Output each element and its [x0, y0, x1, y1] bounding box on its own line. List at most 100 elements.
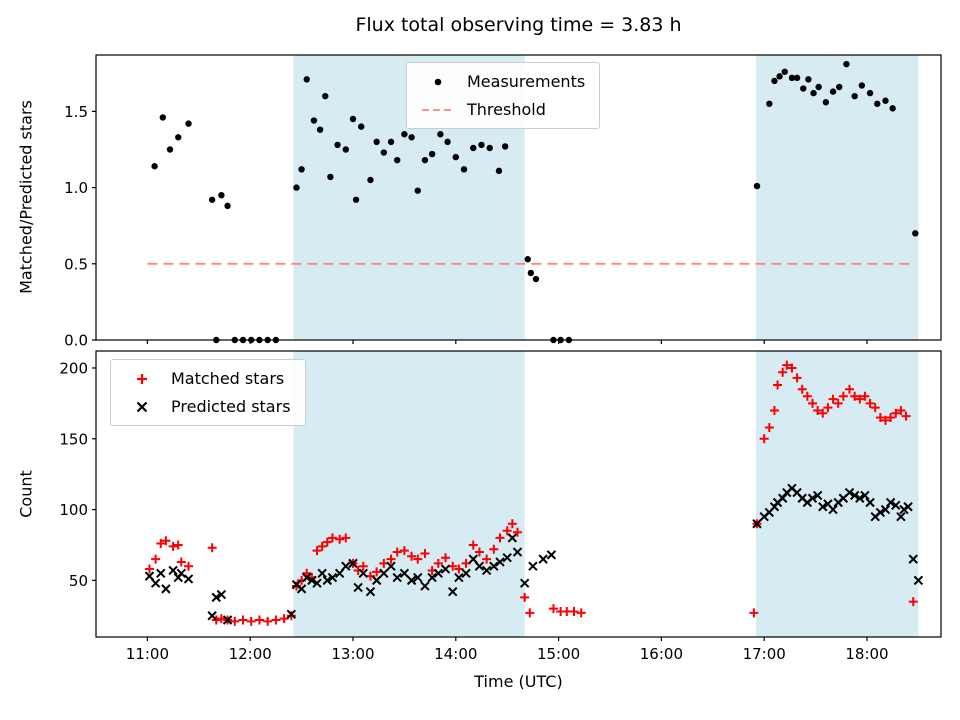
x-tick-label: 13:00 [331, 645, 374, 663]
data-point [764, 422, 774, 432]
data-point [263, 616, 273, 626]
data-point [387, 138, 395, 146]
data-point [766, 100, 773, 107]
data-point [860, 391, 870, 401]
data-point [392, 547, 402, 557]
data-point [156, 568, 166, 578]
data-point [279, 614, 289, 624]
data-point [519, 578, 530, 588]
data-point [818, 502, 828, 512]
data-point [433, 568, 444, 578]
data-point [802, 391, 812, 401]
data-point [808, 398, 818, 408]
data-point [886, 413, 896, 423]
data-point [224, 202, 231, 210]
top-legend: Measurements Threshold [406, 62, 601, 129]
data-point [903, 502, 913, 512]
bottom-legend: Matched stars Predicted stars [110, 359, 306, 426]
data-point [185, 120, 192, 127]
data-point [454, 572, 464, 583]
data-point [151, 163, 158, 170]
data-point [891, 408, 901, 418]
data-point [525, 608, 535, 618]
data-point [218, 192, 225, 199]
data-point [833, 398, 843, 408]
legend-label-measurements: Measurements [467, 72, 586, 91]
data-point [749, 608, 759, 618]
series-predicted-stars [144, 483, 924, 625]
data-point [528, 561, 538, 571]
data-point [183, 574, 194, 584]
data-point [342, 146, 349, 153]
y-tick-label: 50 [69, 572, 88, 590]
data-point [913, 575, 924, 586]
bottom-y-axis-label: Count [16, 470, 36, 518]
data-point [406, 575, 417, 586]
data-point [437, 131, 444, 138]
legend-label-matched-stars: Matched stars [171, 369, 285, 388]
x-tick-label: 14:00 [434, 645, 477, 663]
data-point [495, 167, 503, 175]
data-point [427, 572, 437, 583]
data-point [144, 564, 154, 574]
dot-marker-icon [434, 78, 442, 85]
data-point [386, 561, 396, 571]
data-point [524, 256, 531, 263]
data-point [310, 117, 318, 124]
data-point [482, 554, 492, 564]
data-point [866, 89, 874, 97]
x-axis-label: Time (UTC) [474, 672, 563, 691]
data-point [797, 384, 807, 394]
data-point [815, 83, 822, 91]
data-point [486, 144, 493, 152]
data-point [175, 134, 182, 141]
data-point [874, 100, 881, 107]
data-point [168, 565, 178, 576]
y-tick-label: 100 [59, 501, 88, 519]
data-point [850, 391, 860, 401]
data-point [759, 434, 769, 444]
axes-frame [95, 54, 942, 341]
data-point [176, 557, 186, 567]
data-point [818, 408, 828, 418]
data-point [254, 615, 264, 625]
data-point [805, 76, 812, 83]
y-tick-label: 0.5 [64, 255, 88, 273]
legend-entry-measurements: Measurements [421, 72, 585, 91]
data-point [216, 614, 226, 624]
chart-title: Flux total observing time = 3.83 h [355, 14, 682, 36]
data-point [908, 597, 918, 607]
data-point [159, 114, 167, 121]
data-point [286, 609, 297, 620]
data-point [844, 487, 855, 498]
data-point [365, 586, 376, 597]
data-point [858, 82, 866, 89]
data-point [823, 403, 833, 413]
data-point [322, 92, 329, 100]
data-point [753, 182, 761, 190]
data-point [813, 405, 823, 415]
data-point [440, 564, 451, 574]
data-point [307, 575, 317, 586]
observing-window-shade [755, 55, 919, 340]
x-tick-label: 16:00 [640, 645, 683, 663]
data-point [875, 413, 885, 423]
data-point [478, 141, 485, 149]
data-point [502, 553, 512, 563]
data-point [317, 568, 327, 578]
data-point [173, 540, 183, 550]
data-point [828, 394, 838, 404]
x-tick-label: 15:00 [537, 645, 580, 663]
data-point [334, 141, 341, 149]
x-tick-label: 18:00 [845, 645, 888, 663]
data-point [845, 384, 855, 394]
data-point [548, 604, 558, 614]
data-point [891, 500, 901, 511]
data-point [896, 405, 906, 415]
data-point [230, 616, 240, 626]
data-point [812, 490, 823, 501]
data-point [413, 554, 423, 564]
data-point [298, 166, 305, 173]
data-point [489, 544, 499, 554]
